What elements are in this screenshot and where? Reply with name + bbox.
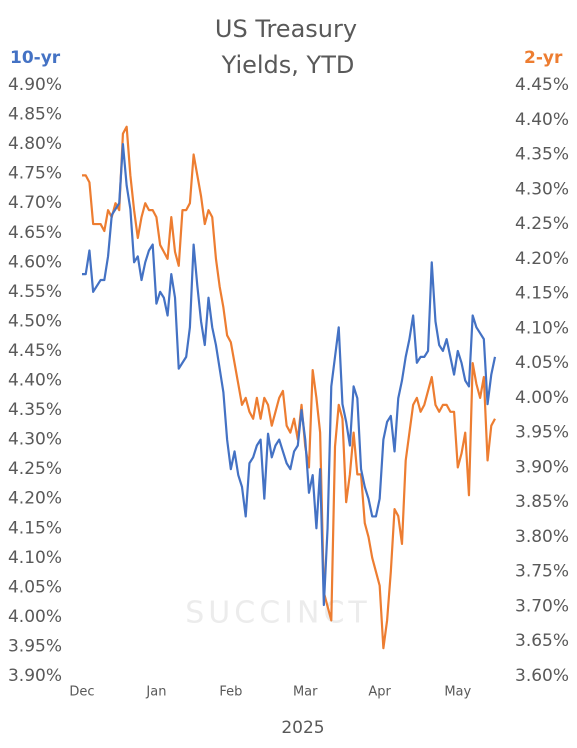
y2-tick-label: 4.05% bbox=[515, 353, 569, 373]
y-tick-label: 4.65% bbox=[8, 223, 62, 243]
y2-tick-label: 3.70% bbox=[515, 596, 569, 616]
y-tick-label: 4.20% bbox=[8, 489, 62, 509]
y-tick-label: 4.05% bbox=[8, 577, 62, 597]
x-tick-label: Apr bbox=[368, 685, 391, 700]
y2-tick-label: 3.60% bbox=[515, 666, 569, 686]
chart-title-line: Yields, YTD bbox=[221, 51, 355, 79]
y-axis-label: 10-yr bbox=[10, 48, 61, 68]
y-tick-label: 4.40% bbox=[8, 371, 62, 391]
y2-tick-label: 4.45% bbox=[515, 75, 569, 95]
y2-tick-label: 4.15% bbox=[515, 284, 569, 304]
y2-tick-label: 3.85% bbox=[515, 492, 569, 512]
y2-tick-label: 3.65% bbox=[515, 631, 569, 651]
y-tick-label: 4.35% bbox=[8, 400, 62, 420]
y-tick-label: 4.80% bbox=[8, 134, 62, 154]
y-tick-label: 4.55% bbox=[8, 282, 62, 302]
y-tick-label: 4.85% bbox=[8, 105, 62, 125]
y-tick-label: 3.90% bbox=[8, 666, 62, 686]
y-tick-label: 4.60% bbox=[8, 252, 62, 272]
x-tick-label: Feb bbox=[219, 685, 242, 700]
y2-tick-label: 4.40% bbox=[515, 110, 569, 130]
y-tick-label: 3.95% bbox=[8, 636, 62, 656]
y-tick-label: 4.30% bbox=[8, 430, 62, 450]
y-tick-label: 4.15% bbox=[8, 518, 62, 538]
y-tick-label: 4.25% bbox=[8, 459, 62, 479]
y2-tick-label: 4.10% bbox=[515, 318, 569, 338]
y-tick-label: 4.00% bbox=[8, 607, 62, 627]
y2-tick-label: 3.75% bbox=[515, 562, 569, 582]
x-tick-label: Jan bbox=[145, 685, 166, 700]
y2-tick-label: 4.30% bbox=[515, 179, 569, 199]
x-tick-label: Mar bbox=[293, 685, 318, 700]
line-series bbox=[82, 125, 496, 650]
y2-tick-label: 4.35% bbox=[515, 145, 569, 165]
y2-tick-label: 3.90% bbox=[515, 457, 569, 477]
y2-axis-label: 2-yr bbox=[524, 48, 563, 68]
y2-tick-label: 3.80% bbox=[515, 527, 569, 547]
y2-tick-label: 4.25% bbox=[515, 214, 569, 234]
y-tick-label: 4.10% bbox=[8, 548, 62, 568]
x-tick-label: Dec bbox=[69, 685, 94, 700]
y-tick-label: 4.70% bbox=[8, 193, 62, 213]
y-tick-label: 4.45% bbox=[8, 341, 62, 361]
y2-tick-label: 4.20% bbox=[515, 249, 569, 269]
y2-tick-label: 3.95% bbox=[515, 423, 569, 443]
line-series bbox=[82, 143, 497, 607]
y-tick-label: 4.75% bbox=[8, 164, 62, 184]
x-tick-label: May bbox=[444, 685, 471, 700]
y-tick-label: 4.90% bbox=[8, 75, 62, 95]
chart-title-line: US Treasury bbox=[215, 15, 357, 43]
y2-tick-label: 4.00% bbox=[515, 388, 569, 408]
x-axis-label: 2025 bbox=[281, 718, 324, 738]
watermark: SUCCINCT bbox=[185, 596, 370, 631]
y-tick-label: 4.50% bbox=[8, 311, 62, 331]
